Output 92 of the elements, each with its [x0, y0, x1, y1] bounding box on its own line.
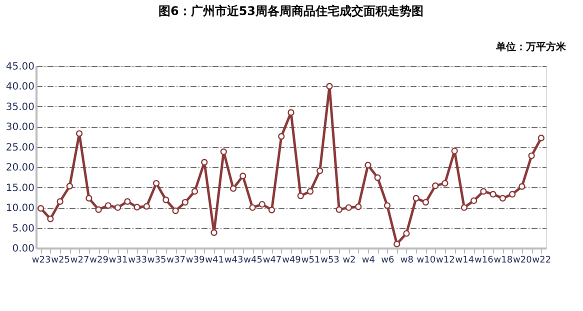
point — [210, 229, 218, 236]
point — [490, 190, 496, 198]
point — [394, 240, 400, 248]
x-tick-label: w2 — [342, 256, 356, 266]
x-tick-label: w49 — [282, 256, 302, 266]
point — [412, 194, 420, 202]
point — [134, 204, 140, 210]
y-tick-label: 35.00 — [6, 102, 34, 113]
x-tick-label: w14 — [455, 256, 474, 266]
y-tick-label: 25.00 — [6, 142, 34, 154]
point — [95, 206, 102, 213]
point — [422, 198, 430, 206]
x-tick-label: w45 — [244, 256, 262, 266]
point — [518, 183, 526, 190]
point — [114, 204, 122, 211]
point — [508, 190, 516, 198]
text: 单位：万平方米 — [495, 41, 567, 53]
point — [182, 198, 188, 206]
point — [104, 202, 112, 209]
point — [162, 196, 170, 204]
x-tick-label: w29 — [90, 256, 109, 266]
point — [230, 185, 237, 192]
x-tick-label: w47 — [262, 256, 282, 266]
y-tick-label: 40.00 — [6, 82, 34, 93]
point — [470, 197, 478, 204]
point — [143, 203, 150, 210]
point — [152, 180, 160, 187]
point — [249, 204, 256, 211]
point — [86, 194, 92, 202]
point — [124, 198, 131, 205]
point — [240, 172, 246, 180]
point — [288, 109, 294, 116]
x-tick-label: w27 — [70, 256, 90, 266]
x-tick-label: w31 — [108, 256, 128, 266]
x-tick-label: w25 — [51, 256, 70, 266]
y-tick-label: 30.00 — [6, 122, 34, 134]
x-tick-label: w53 — [320, 256, 340, 266]
point — [326, 82, 333, 90]
point — [345, 204, 352, 211]
point — [66, 182, 74, 190]
point — [355, 203, 362, 210]
x-tick-label: w10 — [416, 256, 436, 266]
point — [37, 205, 44, 212]
point — [432, 182, 439, 190]
x-tick-label: w37 — [166, 256, 186, 266]
x-tick-label: w39 — [186, 256, 205, 266]
y-tick-label: 20.00 — [6, 162, 34, 174]
point — [172, 207, 179, 214]
point — [306, 188, 314, 195]
point — [336, 206, 342, 213]
y-tick-label: 10.00 — [6, 203, 34, 214]
x-tick-label: w23 — [32, 256, 51, 266]
x-tick-label: w22 — [532, 256, 552, 266]
x-tick-label: w43 — [224, 256, 244, 266]
point — [460, 204, 468, 211]
x-tick-label: w16 — [474, 256, 494, 266]
x-tick-label: w4 — [362, 256, 376, 266]
x-tick-label: w12 — [436, 256, 455, 266]
x-tick-label: w18 — [494, 256, 513, 266]
point — [442, 180, 448, 187]
point — [191, 188, 198, 195]
y-tick-label: 0.00 — [12, 244, 34, 254]
point — [278, 133, 285, 140]
point — [538, 134, 545, 142]
point — [480, 188, 487, 195]
point — [499, 194, 506, 202]
y-tick-label: 5.00 — [12, 223, 34, 234]
x-tick-label: w35 — [147, 256, 166, 266]
point — [451, 148, 458, 154]
y-tick-label: 15.00 — [6, 182, 34, 194]
x-tick-label: w6 — [381, 256, 395, 266]
chart-title: 图6：广州市近53周各周商品住宅成交面积走势图 — [158, 4, 424, 18]
point — [316, 167, 324, 174]
point — [47, 216, 54, 222]
point — [403, 230, 410, 237]
x-tick-label: w20 — [513, 256, 532, 266]
point — [374, 174, 381, 181]
y-tick-label: 45.00 — [6, 62, 34, 72]
x-tick-label: w41 — [205, 256, 224, 266]
point — [258, 200, 266, 208]
point — [201, 158, 208, 166]
point — [528, 152, 535, 160]
point — [268, 206, 276, 214]
point — [297, 192, 304, 200]
x-tick-label: w51 — [301, 256, 320, 266]
point — [220, 148, 227, 156]
x-tick-label: w33 — [128, 256, 147, 266]
point — [384, 202, 391, 209]
point — [56, 198, 64, 205]
point — [76, 130, 83, 137]
x-tick-label: w8 — [400, 256, 414, 266]
point — [364, 162, 372, 168]
